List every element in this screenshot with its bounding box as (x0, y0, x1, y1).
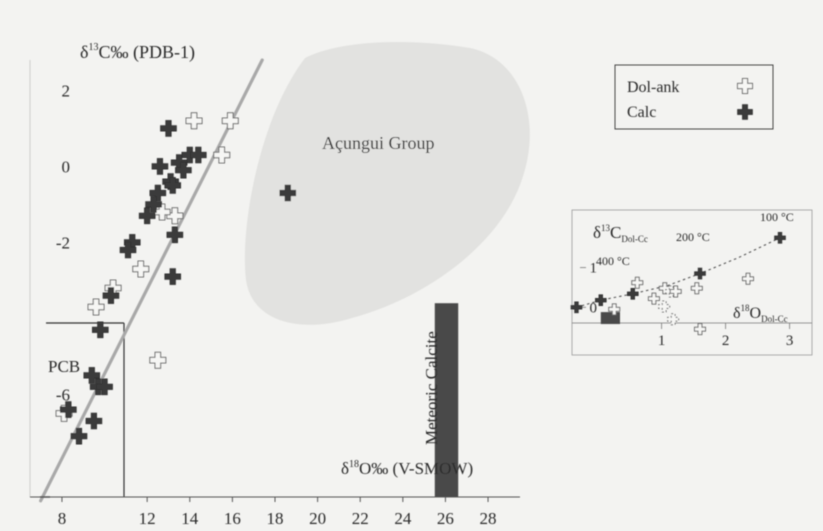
legend-marker-calc (737, 104, 753, 120)
x-axis-title: δ18O‰ (V-SMOW) (341, 459, 473, 478)
x-tick-label: 26 (437, 509, 454, 528)
x-tick-label: 8 (58, 509, 67, 528)
x-tick-label: 14 (181, 509, 199, 528)
inset-calc-point (774, 232, 786, 244)
calc-point (164, 268, 182, 285)
dol-ank-point (87, 298, 105, 316)
legend-marker-dol-ank (737, 78, 753, 94)
legend-label-calc: Calc (627, 104, 656, 121)
pcb-label: PCB (48, 357, 80, 376)
dol-ank-point (213, 146, 231, 164)
calc-point (119, 241, 137, 259)
inset-meteoric-box (600, 312, 620, 325)
calc-point (149, 184, 167, 202)
inset-dol-ank-point (669, 285, 682, 298)
inset-x-axis-title: δ18ODol-Cc (733, 303, 788, 324)
inset-y-tick-label: 1 (590, 261, 598, 277)
calc-point (145, 196, 162, 213)
calc-point (160, 120, 177, 137)
temperature-curve (576, 237, 781, 308)
inset-dol-ank-point (647, 292, 660, 305)
x-tick-label: 12 (139, 509, 156, 528)
dol-ank-point (221, 112, 239, 130)
inset-dol-ank-point (694, 323, 706, 336)
acungui-group-label: Açungui Group (322, 133, 434, 153)
inset-dol-ank-point (631, 276, 644, 289)
inset-dol-ank-point (742, 272, 754, 285)
dol-ank-point (149, 351, 167, 369)
dol-ank-point (132, 260, 150, 278)
x-tick-label: 20 (309, 509, 326, 528)
calc-point (96, 378, 113, 396)
temperature-label-400: 400 °C (596, 254, 630, 268)
inset-dol-ank-point (667, 313, 680, 326)
inset-x-tick-label: 2 (722, 333, 730, 349)
y-tick-label: -2 (56, 233, 70, 252)
meteoric-calcite-bar (434, 303, 459, 497)
inset-dol-ank-point (608, 303, 621, 316)
calc-point (190, 146, 207, 164)
calc-point (175, 161, 192, 179)
legend: Dol-ank Calc (614, 64, 774, 130)
inset-calc-point (627, 288, 639, 300)
temperature-label-100: 100 °C (760, 210, 794, 224)
calc-point (151, 158, 169, 175)
inset-calc-point (595, 294, 607, 306)
calc-point (279, 184, 297, 202)
x-tick-label: 24 (394, 509, 412, 528)
inset-scatter-plot: 1 2 3 1 0 δ13CDol-Cc δ18ODol-Cc 400 °C 200 °… (570, 209, 813, 356)
y-axis-title: δ13C‰ (PDB-1) (80, 42, 195, 63)
calc-point (83, 367, 101, 384)
calc-point (102, 287, 120, 304)
calc-point (60, 401, 77, 418)
y-tick-label: -6 (56, 385, 70, 404)
inset-x-tick-label: 1 (658, 333, 666, 349)
x-tick-label: 16 (224, 509, 241, 528)
inset-calc-point (694, 267, 706, 280)
calc-point (92, 321, 109, 339)
correlation-trend-line (39, 58, 264, 503)
y-tick-label: 2 (62, 81, 71, 100)
inset-y-axis-title: δ13CDol-Cc (593, 223, 648, 244)
inset-frame (571, 209, 813, 356)
x-tick-label: 22 (352, 509, 369, 528)
calc-point (166, 226, 184, 244)
inset-calc-point (570, 301, 583, 314)
inset-dol-ank-point (658, 300, 671, 313)
temperature-label-200: 200 °C (676, 230, 710, 244)
acungui-group-field (244, 42, 530, 325)
inset-x-tick-label: 3 (786, 333, 794, 349)
calc-point (138, 207, 156, 225)
calc-point (164, 177, 182, 194)
x-tick-label: 18 (267, 509, 284, 528)
inset-y-tick-label: 0 (590, 300, 598, 316)
inset-dol-ank-point (690, 282, 703, 295)
calc-point (85, 412, 103, 430)
dol-ank-point (185, 112, 203, 130)
calc-point (70, 427, 88, 445)
y-tick-label: 0 (62, 157, 71, 176)
x-tick-label: 28 (480, 509, 497, 528)
meteoric-calcite-label: Meteoric Calcite (422, 331, 441, 445)
legend-label-dol-ank: Dol-ank (627, 79, 679, 96)
legend-frame (614, 64, 774, 130)
